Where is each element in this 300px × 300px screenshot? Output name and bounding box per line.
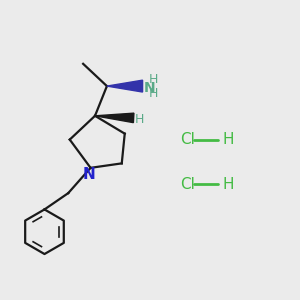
Text: H: H	[148, 87, 158, 100]
Text: H: H	[134, 113, 144, 126]
Polygon shape	[107, 80, 142, 92]
Text: N: N	[143, 81, 155, 94]
Text: H: H	[223, 177, 234, 192]
Text: N: N	[83, 167, 95, 182]
Text: Cl: Cl	[180, 132, 195, 147]
Text: Cl: Cl	[180, 177, 195, 192]
Polygon shape	[95, 113, 134, 123]
Text: H: H	[223, 132, 234, 147]
Text: H: H	[148, 73, 158, 86]
